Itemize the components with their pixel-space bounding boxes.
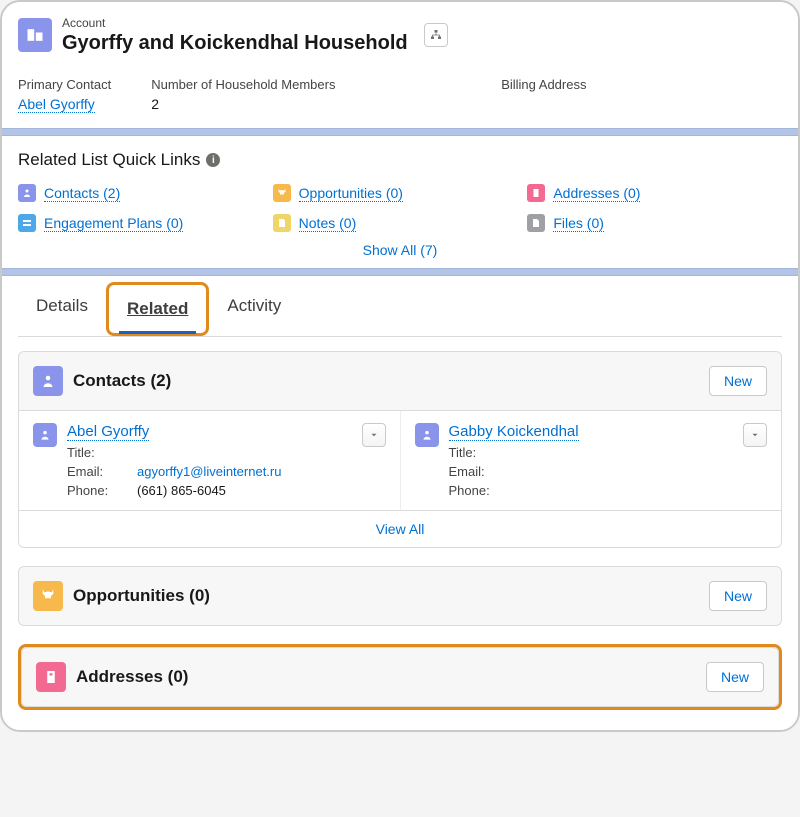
tab-activity[interactable]: Activity <box>209 282 299 336</box>
info-icon[interactable]: i <box>206 153 220 167</box>
quick-links-card: Related List Quick Links i Contacts (2) … <box>2 136 798 268</box>
phone-label: Phone: <box>67 483 137 498</box>
primary-contact-label: Primary Contact <box>18 77 111 92</box>
addresses-icon <box>527 184 545 202</box>
section-divider <box>2 268 798 276</box>
ql-files-link[interactable]: Files (0) <box>553 215 604 232</box>
opportunities-icon <box>33 581 63 611</box>
addresses-title: Addresses (0) <box>76 667 696 687</box>
phone-label: Phone: <box>449 483 519 498</box>
contacts-view-all-link[interactable]: View All <box>376 521 425 537</box>
object-label: Account <box>62 16 105 30</box>
engagement-icon <box>18 214 36 232</box>
ql-engagement-link[interactable]: Engagement Plans (0) <box>44 215 183 232</box>
record-header: Account Gyorffy and Koickendhal Househol… <box>2 2 798 67</box>
ql-contacts-link[interactable]: Contacts (2) <box>44 185 120 202</box>
ql-addresses-link[interactable]: Addresses (0) <box>553 185 640 202</box>
show-all-link[interactable]: Show All (7) <box>363 242 438 258</box>
email-label: Email: <box>449 464 519 479</box>
addresses-card: Addresses (0) New <box>21 647 779 707</box>
tab-bar: Details Related Activity <box>18 282 782 337</box>
contact-icon <box>415 423 439 447</box>
tab-related[interactable]: Related <box>109 285 206 333</box>
contacts-title: Contacts (2) <box>73 371 699 391</box>
section-divider <box>2 128 798 136</box>
contact-name-link[interactable]: Abel Gyorffy <box>67 423 149 441</box>
contacts-icon <box>18 184 36 202</box>
contact-icon <box>33 423 57 447</box>
addresses-icon <box>36 662 66 692</box>
primary-contact-link[interactable]: Abel Gyorffy <box>18 96 95 113</box>
files-icon <box>527 214 545 232</box>
quick-links-title: Related List Quick Links <box>18 150 200 170</box>
tab-details[interactable]: Details <box>18 282 106 336</box>
contact-name-link[interactable]: Gabby Koickendhal <box>449 423 579 441</box>
contact-card: Abel Gyorffy Title: Email:agyorffy1@live… <box>19 411 400 510</box>
contacts-card: Contacts (2) New Abel Gyorffy Title: Ema… <box>18 351 782 548</box>
contact-card: Gabby Koickendhal Title: Email: Phone: <box>400 411 782 510</box>
record-title: Gyorffy and Koickendhal Household <box>62 32 408 55</box>
contact-actions-button[interactable] <box>362 423 386 447</box>
contacts-new-button[interactable]: New <box>709 366 767 396</box>
phone-value: (661) 865-6045 <box>137 483 226 498</box>
opportunities-new-button[interactable]: New <box>709 581 767 611</box>
members-value: 2 <box>151 96 461 112</box>
notes-icon <box>273 214 291 232</box>
opportunities-title: Opportunities (0) <box>73 586 699 606</box>
contacts-icon <box>33 366 63 396</box>
title-label: Title: <box>449 445 519 460</box>
billing-address-label: Billing Address <box>501 77 586 92</box>
account-icon <box>18 18 52 52</box>
email-value[interactable]: agyorffy1@liveinternet.ru <box>137 464 281 479</box>
title-label: Title: <box>67 445 137 460</box>
addresses-new-button[interactable]: New <box>706 662 764 692</box>
hierarchy-button[interactable] <box>424 23 448 47</box>
ql-opportunities-link[interactable]: Opportunities (0) <box>299 185 403 202</box>
members-label: Number of Household Members <box>151 77 461 92</box>
contact-actions-button[interactable] <box>743 423 767 447</box>
ql-notes-link[interactable]: Notes (0) <box>299 215 357 232</box>
highlights-panel: Primary Contact Abel Gyorffy Number of H… <box>2 67 798 128</box>
opportunities-card: Opportunities (0) New <box>18 566 782 626</box>
email-label: Email: <box>67 464 137 479</box>
opportunities-icon <box>273 184 291 202</box>
